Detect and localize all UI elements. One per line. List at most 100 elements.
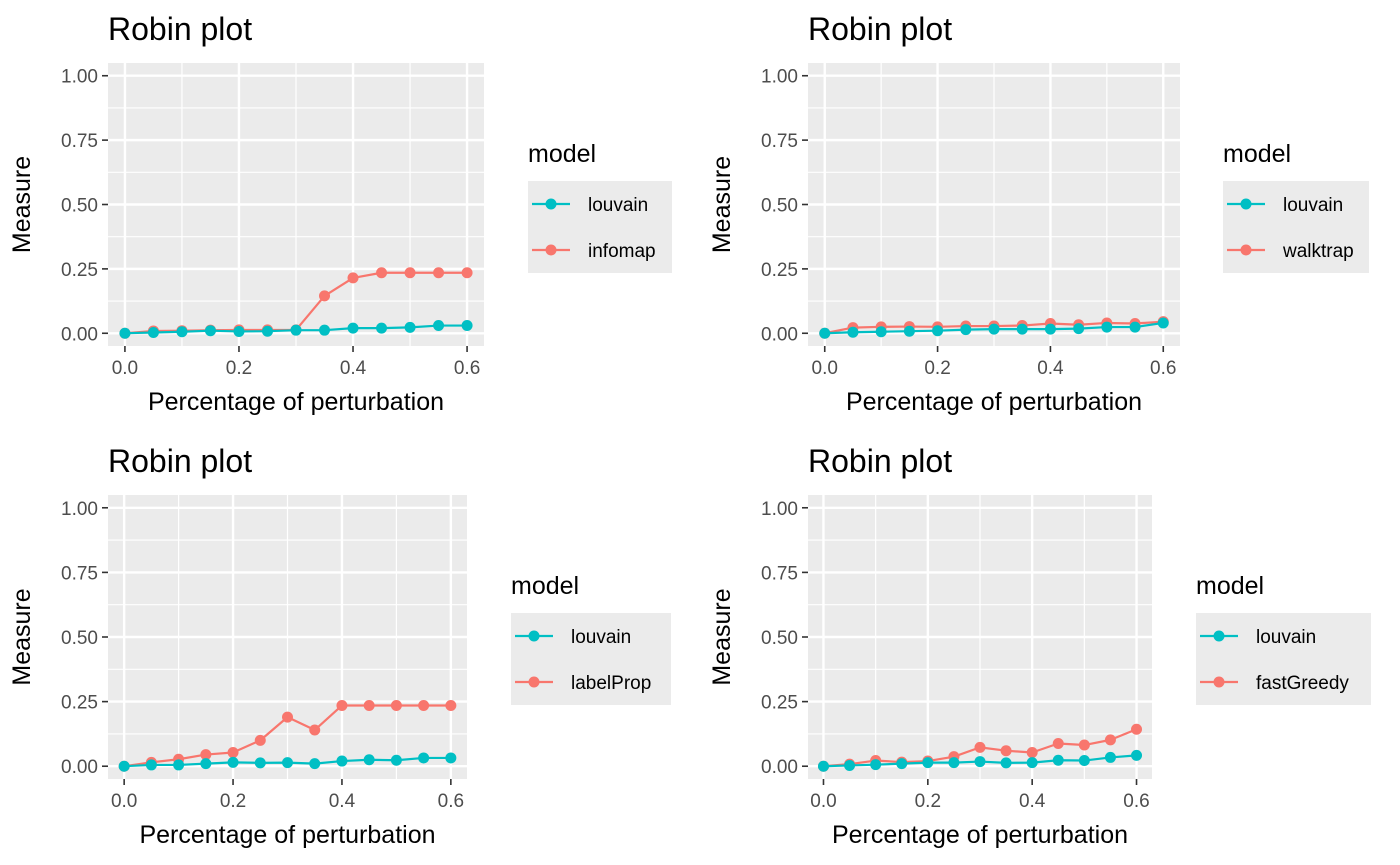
legend-title: model (528, 140, 596, 168)
data-point-louvain (290, 324, 302, 336)
legend-key-louvain: louvain (1196, 613, 1371, 659)
y-tick-label: 0.50 (61, 628, 98, 649)
x-tick-label: 0.0 (810, 791, 836, 812)
y-tick-label: 0.75 (61, 131, 98, 152)
legend-label: walktrap (1282, 241, 1354, 262)
data-point-fastGreedy (1131, 723, 1143, 735)
data-point-infomap (347, 272, 359, 284)
data-point-louvain (204, 325, 216, 337)
data-point-louvain (347, 322, 359, 334)
data-point-louvain (418, 752, 430, 764)
y-axis-title: Measure (708, 588, 736, 685)
data-point-louvain (1026, 757, 1038, 769)
data-point-infomap (433, 267, 445, 279)
data-point-louvain (1101, 321, 1113, 333)
data-point-louvain (254, 757, 266, 769)
data-point-louvain (1073, 323, 1085, 335)
legend: model louvain infomap (528, 140, 672, 273)
chart-title: Robin plot (808, 11, 952, 47)
data-point-labelProp (254, 734, 266, 746)
data-point-louvain (988, 323, 1000, 335)
x-tick-label: 0.6 (438, 791, 464, 812)
data-point-louvain (319, 324, 331, 336)
data-point-labelProp (336, 699, 348, 711)
x-tick-label: 0.6 (1150, 358, 1176, 379)
x-tick-label: 0.0 (812, 358, 838, 379)
legend-title: model (1196, 572, 1264, 600)
legend-label-background (1242, 613, 1371, 659)
data-point-infomap (404, 267, 416, 279)
legend-title: model (1223, 140, 1291, 168)
data-point-louvain (875, 326, 887, 338)
data-point-louvain (870, 759, 882, 771)
legend: model louvain fastGreedy (1196, 572, 1371, 705)
x-tick-label: 0.6 (454, 358, 480, 379)
y-tick-label: 0.75 (61, 563, 98, 584)
data-point-infomap (319, 290, 331, 302)
y-tick-label: 1.00 (61, 499, 98, 520)
data-point-louvain (390, 754, 402, 766)
data-point-louvain (119, 327, 131, 339)
legend-label-background (557, 613, 671, 659)
data-point-louvain (1052, 754, 1064, 766)
legend-label-background (1269, 181, 1369, 227)
data-point-labelProp (418, 699, 430, 711)
legend-label-background (574, 227, 672, 273)
y-tick-label: 1.00 (761, 67, 798, 88)
data-point-labelProp (309, 724, 321, 736)
data-point-louvain (847, 326, 859, 338)
data-point-louvain (176, 326, 188, 338)
x-axis-title: Percentage of perturbation (846, 388, 1142, 416)
y-tick-label: 0.25 (761, 693, 798, 714)
x-axis: 0.0 0.2 0.4 0.6 (112, 346, 480, 379)
x-tick-label: 0.4 (340, 358, 367, 379)
legend-key-infomap: infomap (528, 227, 672, 273)
data-point-louvain (1016, 323, 1028, 335)
legend-label-background (1242, 659, 1371, 705)
series-louvain (817, 749, 1143, 772)
y-axis-title: Measure (708, 156, 736, 253)
data-point-louvain (844, 759, 856, 771)
y-axis-title: Measure (8, 156, 36, 253)
data-point-fastGreedy (1078, 739, 1090, 751)
legend-label: fastGreedy (1256, 673, 1349, 694)
data-point-louvain (376, 322, 388, 334)
x-axis: 0.0 0.2 0.4 0.6 (111, 779, 464, 812)
data-point-louvain (903, 325, 915, 337)
legend-key-point (1213, 630, 1225, 642)
y-axis-title: Measure (8, 588, 36, 685)
legend-label-background (557, 659, 671, 705)
legend-key-walktrap: walktrap (1223, 227, 1369, 273)
x-axis-title: Percentage of perturbation (139, 821, 435, 849)
legend-key-point (1240, 244, 1252, 256)
chart-title: Robin plot (808, 443, 952, 479)
data-point-labelProp (200, 749, 212, 761)
data-point-louvain (896, 758, 908, 770)
data-point-louvain (261, 325, 273, 337)
series-louvain (819, 317, 1169, 339)
y-tick-label: 0.00 (61, 324, 98, 345)
data-point-fastGreedy (974, 741, 986, 753)
data-point-louvain (817, 760, 829, 772)
legend-label: louvain (1256, 627, 1316, 648)
x-axis: 0.0 0.2 0.4 0.6 (812, 346, 1176, 379)
data-point-louvain (147, 326, 159, 338)
legend-label: infomap (588, 241, 656, 262)
data-point-louvain (948, 757, 960, 769)
data-point-fastGreedy (1026, 747, 1038, 759)
x-axis-title: Percentage of perturbation (148, 388, 444, 416)
data-point-louvain (145, 759, 157, 771)
data-point-fastGreedy (1052, 737, 1064, 749)
legend-key-louvain: louvain (511, 613, 671, 659)
grid-lines (108, 63, 484, 346)
data-point-louvain (1078, 755, 1090, 767)
legend-key-labelProp: labelProp (511, 659, 671, 705)
data-point-labelProp (363, 699, 375, 711)
x-tick-label: 0.2 (220, 791, 246, 812)
data-point-fastGreedy (1000, 745, 1012, 757)
y-tick-label: 0.00 (761, 757, 798, 778)
x-tick-label: 0.2 (924, 358, 950, 379)
y-tick-label: 1.00 (61, 67, 98, 88)
y-axis: 0.00 0.25 0.50 0.75 1.00 (761, 499, 808, 778)
data-point-louvain (404, 321, 416, 333)
